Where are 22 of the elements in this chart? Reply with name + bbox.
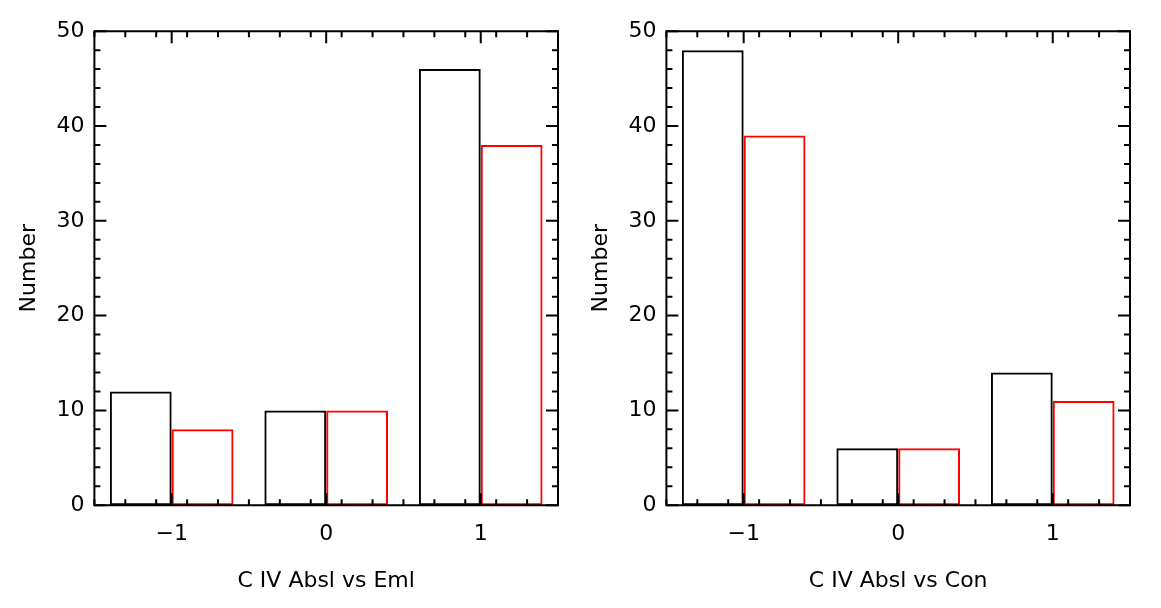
y-tick-label: 20 [628, 301, 657, 327]
x-axis-title: C IV Absl vs Eml [237, 566, 415, 592]
y-tick-label: 10 [56, 396, 85, 422]
y-tick-label: 30 [628, 206, 657, 232]
x-tick-label: 1 [473, 520, 488, 546]
y-axis-title: Number [586, 223, 612, 313]
y-tick-label: 0 [70, 490, 85, 516]
y-axis-title: Number [14, 223, 40, 313]
x-tick-label: −1 [727, 520, 760, 546]
y-tick-label: 20 [56, 301, 85, 327]
x-axis-title: C IV Absl vs Con [808, 566, 988, 592]
x-tick-label: 0 [891, 520, 906, 546]
y-tick-label: 50 [56, 16, 85, 42]
y-tick-label: 0 [642, 490, 657, 516]
x-tick-label: −1 [155, 520, 188, 546]
x-tick-label: 0 [319, 520, 334, 546]
y-tick-label: 10 [628, 396, 657, 422]
y-tick-label: 50 [628, 16, 657, 42]
x-tick-label: 1 [1045, 520, 1060, 546]
y-tick-label: 40 [628, 111, 657, 137]
y-tick-label: 30 [56, 206, 85, 232]
y-tick-label: 40 [56, 111, 85, 137]
